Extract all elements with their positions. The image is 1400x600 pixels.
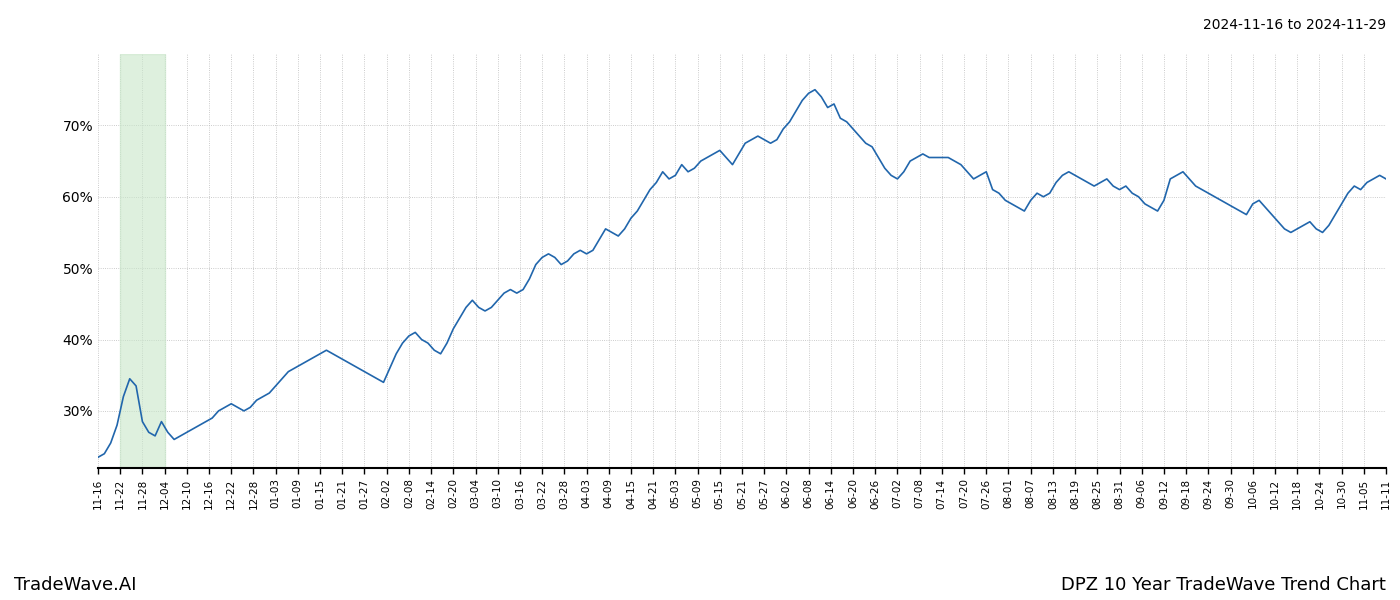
Text: TradeWave.AI: TradeWave.AI (14, 576, 137, 594)
Text: DPZ 10 Year TradeWave Trend Chart: DPZ 10 Year TradeWave Trend Chart (1061, 576, 1386, 594)
Bar (120, 54, 165, 468)
Text: 2024-11-16 to 2024-11-29: 2024-11-16 to 2024-11-29 (1203, 18, 1386, 32)
